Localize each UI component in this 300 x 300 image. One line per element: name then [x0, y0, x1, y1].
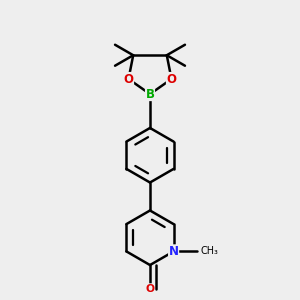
- Text: B: B: [146, 88, 154, 100]
- Text: O: O: [124, 73, 134, 85]
- Text: N: N: [169, 245, 178, 258]
- Text: O: O: [167, 73, 176, 85]
- Text: CH₃: CH₃: [200, 246, 218, 256]
- Text: O: O: [146, 284, 154, 294]
